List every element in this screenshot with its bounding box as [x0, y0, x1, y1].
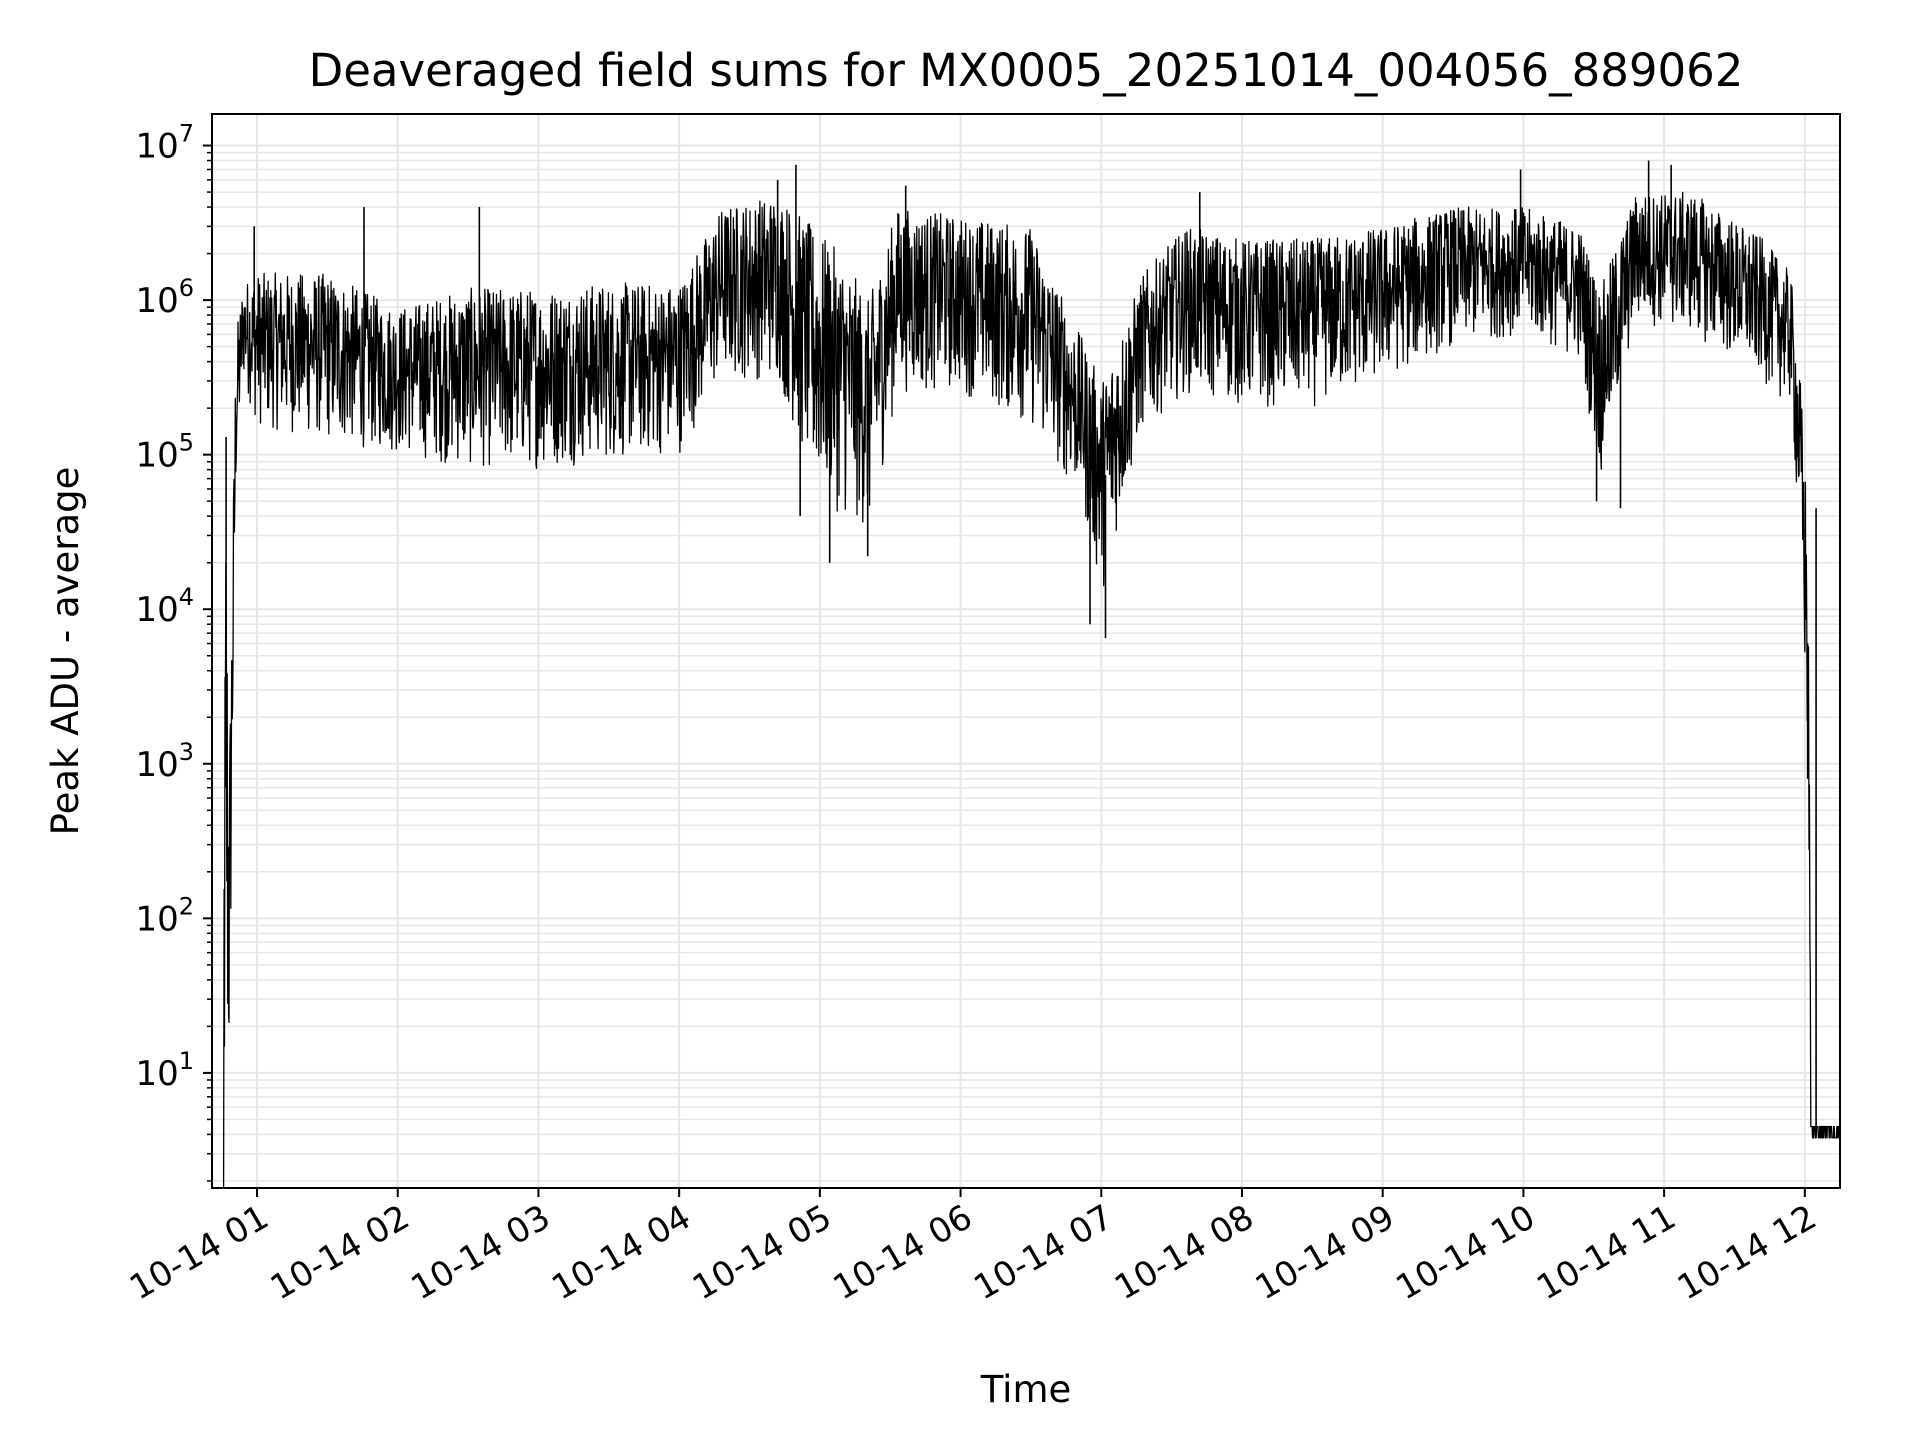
chart-title: Deaveraged field sums for MX0005_2025101…	[309, 44, 1744, 97]
y-tick-label: 103	[135, 738, 194, 785]
y-tick-label: 105	[135, 429, 194, 476]
plot-frame	[211, 113, 1841, 1189]
data-series	[221, 160, 1841, 1189]
y-axis-label: Peak ADU - average	[44, 467, 87, 836]
y-tick-label: 104	[135, 583, 194, 630]
data-line	[221, 191, 1841, 1189]
grid	[212, 114, 1840, 1188]
y-tick-label: 107	[135, 120, 194, 167]
y-tick-label: 102	[135, 892, 194, 939]
x-axis-label: Time	[980, 1368, 1072, 1411]
y-tick-label: 106	[135, 274, 194, 321]
y-tick-label: 101	[135, 1047, 194, 1094]
